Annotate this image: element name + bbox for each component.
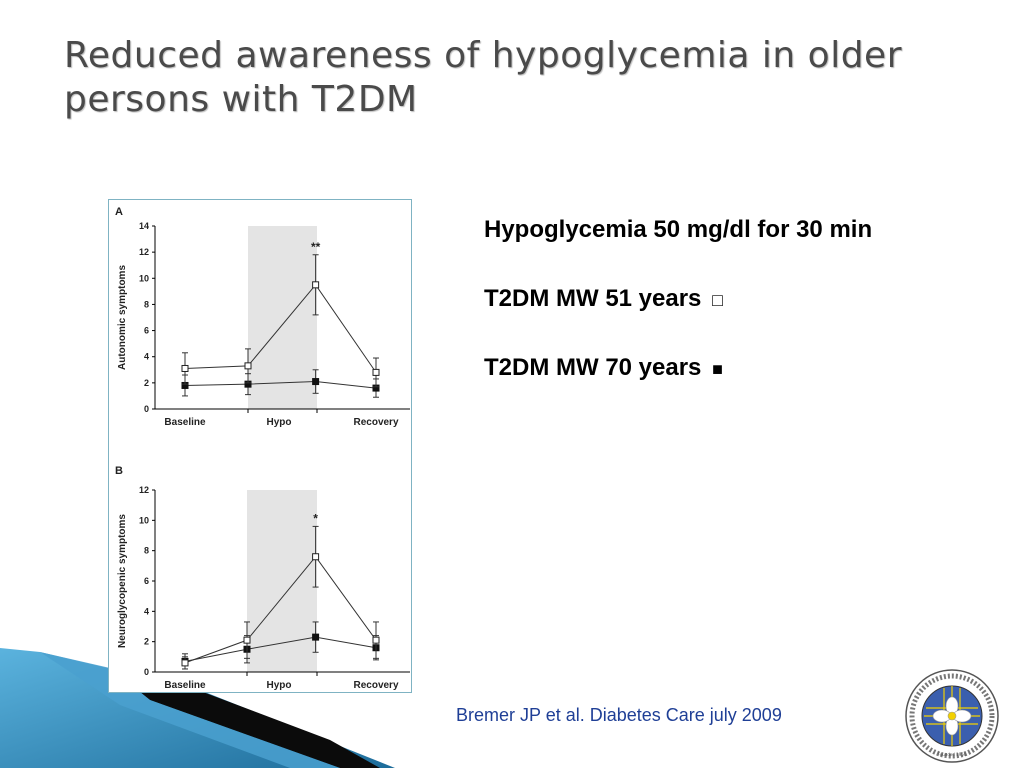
data-point-filled (312, 378, 320, 386)
y-tick-label: 0 (144, 404, 149, 414)
y-tick-label: 4 (144, 606, 149, 616)
panel-letter: A (115, 206, 123, 218)
logo-founded-text: Founded 1950 (938, 752, 967, 757)
data-point-open (243, 636, 251, 644)
info-box: Hypoglycemia 50 mg/dl for 30 min T2DM MW… (484, 214, 1004, 421)
info-group-70: T2DM MW 70 years ■ (484, 352, 1004, 384)
slide-title: Reduced awareness of hypoglycemia in old… (64, 35, 902, 120)
data-point-open (181, 364, 189, 372)
series-line (184, 636, 377, 662)
x-category-label: Hypo (267, 680, 292, 691)
data-point-open (312, 553, 320, 561)
x-category-label: Baseline (164, 680, 206, 691)
hypo-shaded-region (248, 226, 317, 409)
info-group-70-text: T2DM MW 70 years (484, 354, 702, 381)
data-point-open (372, 368, 380, 376)
y-tick-label: 10 (139, 515, 149, 525)
y-tick-label: 10 (139, 273, 149, 283)
y-tick-label: 12 (139, 247, 149, 257)
series-line (184, 381, 377, 389)
significance-annotation: * (313, 511, 318, 525)
society-seal-icon: Founded 1950 (905, 669, 999, 763)
y-tick-label: 12 (139, 485, 149, 495)
y-axis-label: Neuroglycopenic symptoms (117, 514, 128, 648)
y-tick-label: 14 (139, 221, 149, 231)
y-axis-label: Autonomic symptoms (117, 265, 128, 370)
black-stripe (110, 668, 380, 768)
data-point-open (372, 636, 380, 644)
hypo-shaded-region (247, 490, 317, 672)
info-hypoglycemia-text: Hypoglycemia 50 mg/dl for 30 min (484, 216, 873, 243)
citation: Bremer JP et al. Diabetes Care july 2009 (456, 705, 782, 725)
y-tick-label: 6 (144, 326, 149, 336)
info-group-51: T2DM MW 51 years □ (484, 283, 1004, 315)
y-tick-label: 4 (144, 352, 149, 362)
y-tick-label: 2 (144, 378, 149, 388)
y-tick-label: 2 (144, 637, 149, 647)
x-category-label: Recovery (353, 680, 398, 691)
data-point-open (244, 362, 252, 370)
info-hypoglycemia: Hypoglycemia 50 mg/dl for 30 min (484, 214, 1004, 246)
x-category-label: Recovery (353, 417, 398, 428)
y-tick-label: 8 (144, 299, 149, 309)
series-line (184, 555, 377, 664)
data-point-open (312, 281, 320, 289)
figure-panel: 0 2 4 6 8 10 12 14 Baseline Hypo Recovery A Autonomi… (108, 199, 412, 693)
data-point-filled (312, 633, 320, 641)
significance-annotation: ** (311, 240, 321, 254)
y-tick-label: 8 (144, 546, 149, 556)
panel-letter: B (115, 465, 123, 477)
series-line (184, 283, 377, 373)
figure-svg: 0 2 4 6 8 10 12 14 Baseline Hypo Recovery A Autonomi… (115, 206, 410, 691)
open-square-icon: □ (712, 290, 723, 310)
y-tick-label: 6 (144, 576, 149, 586)
data-point-open (181, 659, 189, 667)
x-category-label: Baseline (164, 417, 206, 428)
x-category-label: Hypo (267, 417, 292, 428)
filled-square-icon: ■ (712, 359, 723, 379)
info-group-51-text: T2DM MW 51 years (484, 285, 702, 312)
y-tick-label: 0 (144, 667, 149, 677)
